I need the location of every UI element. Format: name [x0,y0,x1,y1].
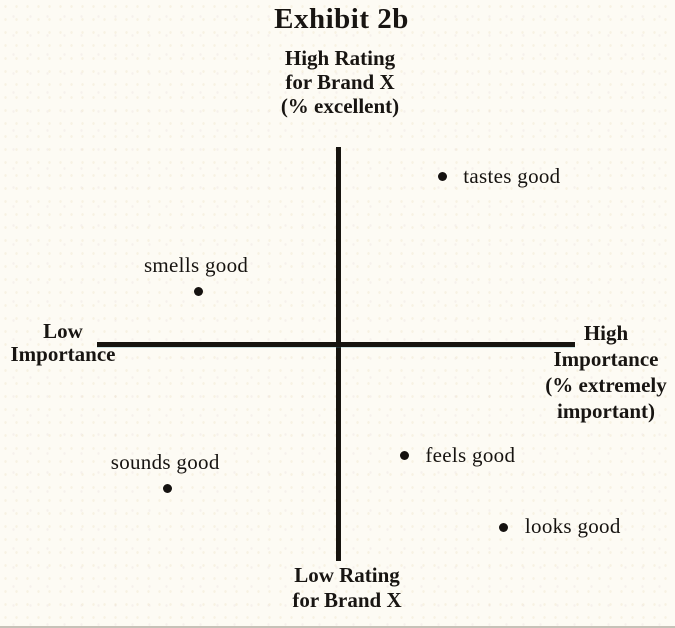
x-axis-line [97,342,575,347]
data-point-marker [162,484,172,493]
x-axis-high-label: High Importance (% extremely important) [536,320,675,424]
data-point-marker [437,172,447,182]
data-point-label: feels good [425,442,516,467]
y-axis-high-label-line: (% excellent) [280,94,400,118]
x-axis-low-label-line: Low [43,319,83,343]
y-axis-line [336,147,341,561]
data-point-marker [399,451,409,461]
x-axis-low-label: Low Importance [2,320,124,366]
x-axis-high-label-line: important) [557,399,655,423]
y-axis-low-label: Low Rating for Brand X [247,563,447,613]
y-axis-high-label-line: High Rating [284,46,396,70]
x-axis-low-label-line: Importance [10,342,116,366]
y-axis-high-label: High Rating for Brand X (% excellent) [240,46,440,118]
data-point-label: smells good [143,252,249,277]
y-axis-low-label-line: Low Rating [294,563,400,587]
data-point-marker [499,522,509,532]
y-axis-low-label-line: for Brand X [292,588,402,612]
y-axis-high-label-line: for Brand X [285,70,395,94]
data-point-label: sounds good [110,449,220,474]
x-axis-high-label-line: High [583,321,629,345]
data-point-label: looks good [524,514,621,539]
x-axis-high-label-line: Importance [553,347,659,371]
chart-title: Exhibit 2b [274,3,409,35]
data-point-marker [193,287,203,297]
data-point-label: tastes good [463,163,561,188]
x-axis-high-label-line: (% extremely [545,373,667,397]
